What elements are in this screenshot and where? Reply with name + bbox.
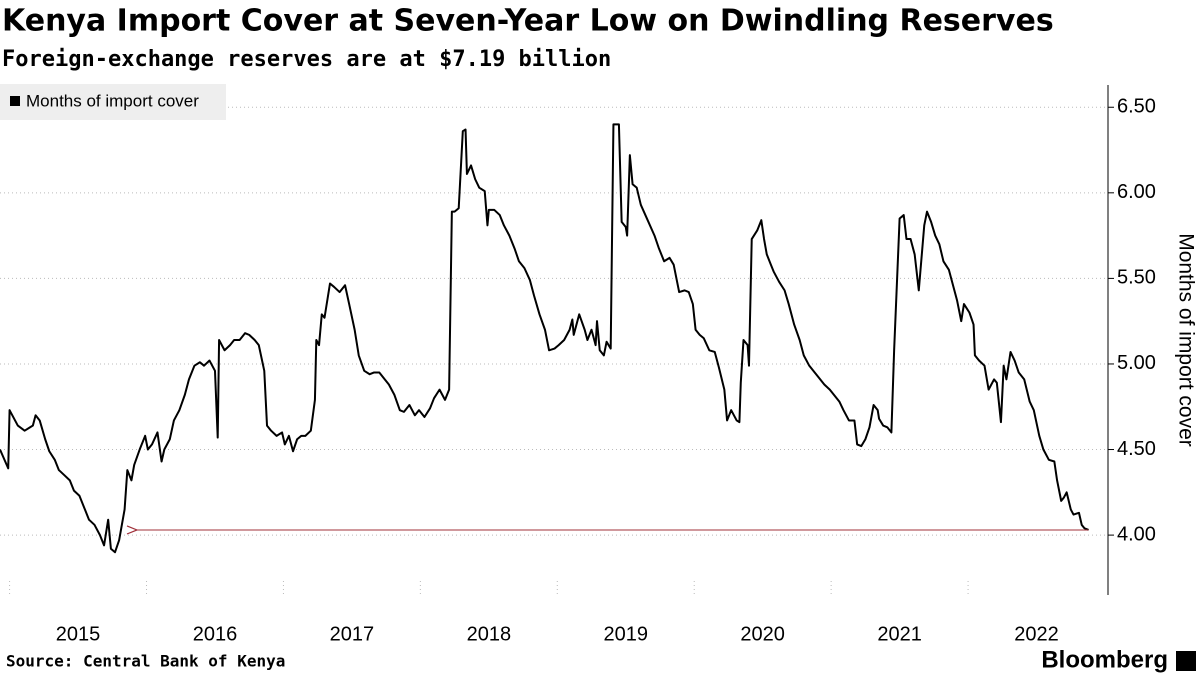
brand: Bloomberg <box>1041 646 1168 673</box>
y-tick-label: 6.00 <box>1117 181 1156 203</box>
source: Source: Central Bank of Kenya <box>6 652 285 671</box>
x-tick-label: 2021 <box>877 623 922 645</box>
x-tick-label: 2015 <box>56 623 101 645</box>
chart-title: Kenya Import Cover at Seven-Year Low on … <box>2 4 1054 39</box>
legend-swatch <box>10 96 20 106</box>
legend-label: Months of import cover <box>26 91 199 110</box>
chart-subtitle: Foreign-exchange reserves are at $7.19 b… <box>2 47 611 72</box>
x-tick-label: 2019 <box>604 623 649 645</box>
y-axis-label: Months of import cover <box>1174 233 1197 447</box>
x-tick-label: 2020 <box>740 623 785 645</box>
y-tick-label: 4.00 <box>1117 523 1156 545</box>
y-tick-label: 5.50 <box>1117 267 1156 289</box>
x-tick-label: 2016 <box>193 623 238 645</box>
x-tick-label: 2022 <box>1014 623 1059 645</box>
y-tick-label: 5.00 <box>1117 352 1156 374</box>
y-tick-label: 4.50 <box>1117 438 1156 460</box>
x-tick-label: 2017 <box>330 623 375 645</box>
x-tick-label: 2018 <box>467 623 512 645</box>
y-tick-label: 6.50 <box>1117 96 1156 118</box>
brand-icon <box>1176 651 1196 671</box>
legend-box <box>0 84 226 120</box>
line-series <box>0 123 1089 554</box>
